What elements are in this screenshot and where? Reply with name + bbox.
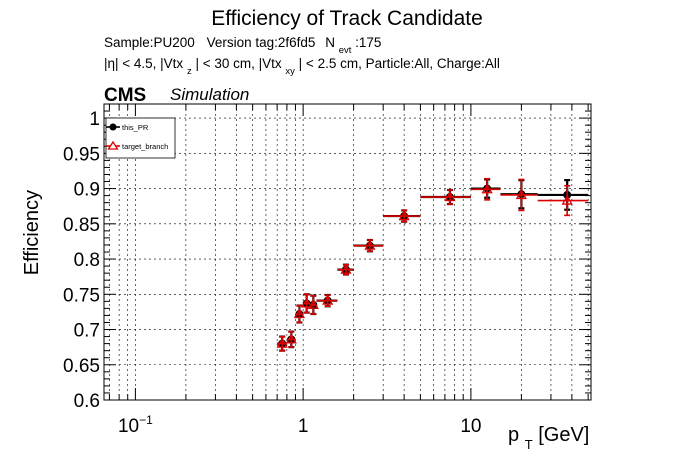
data-point bbox=[340, 263, 352, 274]
eta-cut: |η| < 4.5, |Vtx bbox=[104, 56, 183, 71]
data-point bbox=[301, 297, 313, 308]
x-tick-label: 10 bbox=[460, 416, 481, 437]
y-tick-label: 0.9 bbox=[74, 180, 100, 201]
vtxz-subscript: z bbox=[187, 66, 192, 77]
legend-label-this-pr: this_PR bbox=[122, 123, 149, 132]
y-tick-label: 0.7 bbox=[74, 321, 100, 342]
data-point bbox=[515, 189, 527, 200]
vtxz-cut: | < 30 cm, |Vtx bbox=[195, 56, 281, 71]
data-point bbox=[398, 210, 410, 221]
nevt-symbol: N bbox=[325, 35, 335, 50]
series-target_branch bbox=[276, 177, 589, 352]
legend-marker-target-branch bbox=[107, 140, 119, 150]
plot-frame bbox=[103, 103, 592, 401]
data-point bbox=[307, 299, 319, 310]
nevt-subscript: evt bbox=[339, 45, 352, 56]
x-axis-label-base: p bbox=[508, 424, 519, 446]
vtxxy-subscript: xy bbox=[285, 66, 295, 77]
x-tick-label: 1 bbox=[298, 416, 309, 437]
legend-box bbox=[105, 117, 176, 159]
y-axis-label: Efficiency bbox=[21, 190, 43, 275]
x-tick-label-base: 1 bbox=[298, 416, 309, 437]
data-point bbox=[285, 333, 297, 344]
x-tick-label: 10−1 bbox=[118, 413, 153, 437]
simulation-label: Simulation bbox=[170, 85, 249, 104]
legend: this_PR target_branch bbox=[105, 117, 176, 159]
axis-ticks bbox=[104, 104, 591, 401]
subtitle-line-1: Sample:PU200 Version tag:2f6fd5 N evt :1… bbox=[104, 35, 381, 56]
x-axis-label-subscript: T bbox=[525, 437, 533, 452]
x-tick-label-exponent: −1 bbox=[139, 413, 153, 427]
sample-label: Sample:PU200 bbox=[104, 35, 195, 50]
data-point bbox=[293, 308, 306, 319]
x-tick-label-base: 10 bbox=[118, 416, 139, 437]
data-point bbox=[364, 239, 376, 250]
cms-label: CMS bbox=[104, 85, 146, 106]
y-tick-label: 0.75 bbox=[63, 285, 100, 306]
y-tick-label: 0.8 bbox=[74, 250, 100, 271]
y-tick-label: 1 bbox=[89, 109, 100, 130]
x-axis-label: p T [GeV] bbox=[508, 424, 589, 454]
y-tick-label: 0.6 bbox=[74, 391, 100, 412]
y-tick-label: 0.95 bbox=[63, 144, 100, 165]
x-axis-label-unit: [GeV] bbox=[538, 424, 589, 446]
x-tick-label-base: 10 bbox=[460, 416, 481, 437]
version-tag: Version tag:2f6fd5 bbox=[207, 35, 316, 50]
data-point bbox=[276, 337, 288, 348]
y-tick-label: 0.65 bbox=[63, 356, 100, 377]
chart-title: Efficiency of Track Candidate bbox=[211, 7, 483, 30]
data-point bbox=[322, 294, 334, 305]
nevt-value: :175 bbox=[355, 35, 381, 50]
y-tick-label: 0.85 bbox=[63, 215, 100, 236]
vtxxy-cut-and-selection: | < 2.5 cm, Particle:All, Charge:All bbox=[299, 56, 500, 71]
data-point bbox=[444, 191, 456, 202]
y-tick-labels: 0.6 0.65 0.7 0.75 0.8 0.85 0.9 0.95 1 bbox=[63, 109, 100, 412]
data-series bbox=[276, 177, 589, 352]
legend-label-target-branch: target_branch bbox=[122, 142, 168, 151]
data-point bbox=[481, 183, 493, 194]
subtitle-line-2: |η| < 4.5, |Vtx z | < 30 cm, |Vtx xy | <… bbox=[104, 56, 500, 77]
legend-marker-this-pr bbox=[109, 123, 117, 131]
data-point bbox=[561, 194, 573, 205]
x-tick-labels: 10−1 1 10 bbox=[118, 413, 481, 437]
